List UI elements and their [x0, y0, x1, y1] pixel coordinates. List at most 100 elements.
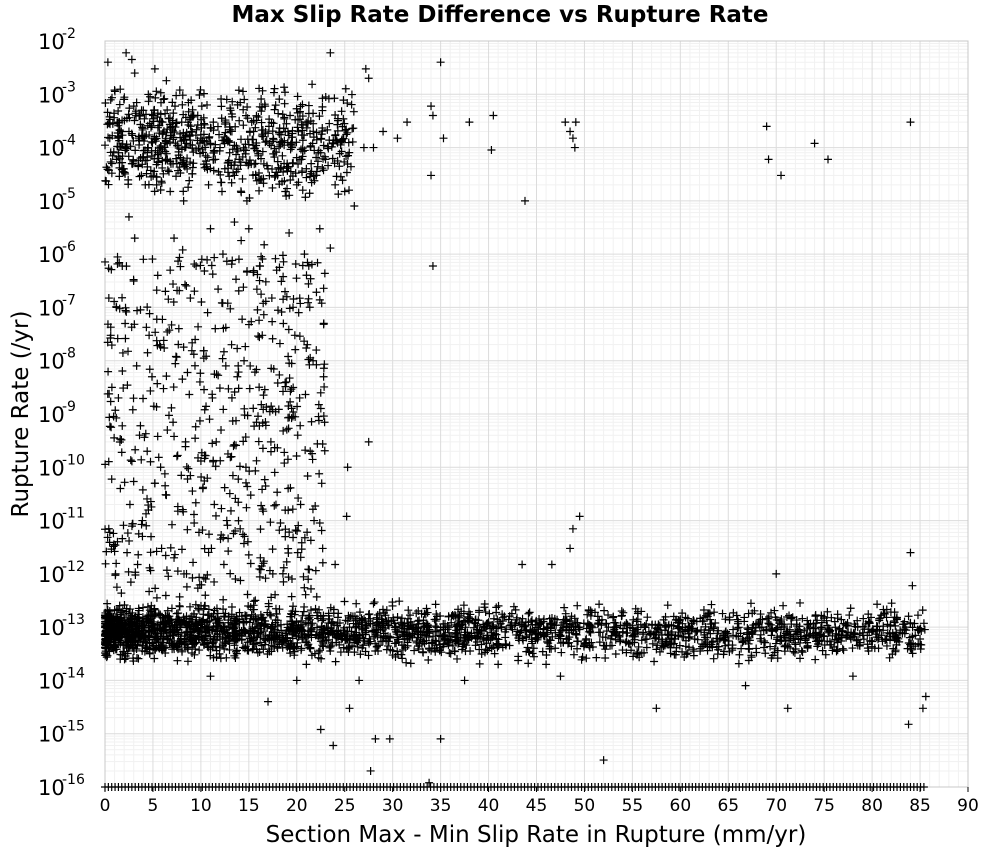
- data-point: [114, 393, 123, 402]
- data-point: [268, 334, 277, 343]
- data-point: [118, 421, 127, 430]
- data-point: [855, 629, 864, 638]
- data-point: [654, 635, 663, 644]
- data-point: [290, 644, 299, 653]
- data-point: [138, 617, 147, 626]
- y-tick-label: 10: [38, 723, 65, 747]
- data-point: [837, 637, 846, 646]
- data-point: [766, 620, 775, 629]
- data-point: [797, 646, 806, 655]
- data-point: [223, 521, 232, 530]
- data-point: [217, 426, 226, 435]
- data-point: [601, 654, 610, 663]
- data-point: [288, 505, 297, 514]
- data-point: [397, 620, 406, 629]
- data-point: [112, 645, 121, 654]
- data-point: [116, 85, 125, 94]
- data-point: [218, 632, 227, 641]
- data-point: [201, 623, 210, 632]
- data-point: [803, 642, 812, 651]
- data-point: [709, 654, 718, 663]
- data-point: [345, 623, 354, 632]
- data-point: [372, 642, 381, 651]
- data-point: [547, 560, 556, 569]
- data-point: [154, 453, 163, 462]
- data-point: [323, 125, 332, 134]
- data-point: [288, 133, 297, 142]
- data-point: [187, 346, 196, 355]
- data-point: [293, 431, 302, 440]
- x-axis-label: Section Max - Min Slip Rate in Rupture (…: [266, 822, 807, 848]
- data-point: [641, 635, 650, 644]
- data-point: [658, 639, 667, 648]
- data-point: [556, 672, 565, 681]
- data-point: [216, 456, 225, 465]
- data-point: [675, 616, 684, 625]
- data-point: [331, 560, 340, 569]
- data-point: [284, 641, 293, 650]
- data-point: [173, 656, 182, 665]
- data-point: [312, 288, 321, 297]
- data-point: [837, 615, 846, 624]
- data-point: [756, 615, 765, 624]
- data-point: [369, 632, 378, 641]
- data-point: [105, 422, 114, 431]
- data-point: [919, 619, 928, 628]
- data-point: [175, 592, 184, 601]
- data-point: [246, 491, 255, 500]
- data-point: [201, 575, 210, 584]
- data-point: [593, 612, 602, 621]
- data-point: [138, 516, 147, 525]
- data-point: [103, 599, 112, 608]
- data-point: [311, 604, 320, 613]
- data-point: [298, 136, 307, 145]
- data-point: [846, 632, 855, 641]
- data-point: [183, 368, 192, 377]
- x-tick-label: 0: [100, 796, 111, 816]
- data-point: [713, 650, 722, 659]
- data-point: [244, 224, 253, 233]
- data-point: [127, 55, 136, 64]
- data-point: [230, 218, 239, 227]
- y-tick-label: 10: [38, 350, 65, 374]
- data-point: [518, 560, 527, 569]
- data-point: [182, 281, 191, 290]
- data-point: [259, 310, 268, 319]
- data-point: [149, 626, 158, 635]
- data-point: [115, 622, 124, 631]
- data-point: [759, 626, 768, 635]
- data-point: [271, 500, 280, 509]
- data-point: [529, 652, 538, 661]
- x-tick-label: 75: [813, 796, 835, 816]
- data-point: [163, 426, 172, 435]
- data-point: [902, 626, 911, 635]
- data-point: [290, 651, 299, 660]
- x-tick-label: 60: [670, 796, 692, 816]
- data-point: [212, 437, 221, 446]
- data-point: [460, 676, 469, 685]
- data-point: [261, 616, 270, 625]
- data-point: [203, 308, 212, 317]
- data-point: [284, 325, 293, 334]
- data-point: [428, 111, 437, 120]
- data-point: [477, 650, 486, 659]
- data-point: [431, 600, 440, 609]
- data-point: [566, 544, 575, 553]
- data-point: [317, 526, 326, 535]
- data-point: [568, 134, 577, 143]
- data-point: [427, 171, 436, 180]
- data-point: [404, 614, 413, 623]
- data-point: [255, 276, 264, 285]
- data-point: [543, 637, 552, 646]
- data-point: [709, 624, 718, 633]
- data-point: [353, 638, 362, 647]
- data-point: [294, 308, 303, 317]
- data-point: [874, 633, 883, 642]
- y-tick-exponent: -5: [62, 186, 76, 202]
- data-point: [892, 615, 901, 624]
- data-point: [246, 603, 255, 612]
- data-point: [312, 153, 321, 162]
- data-point: [281, 88, 290, 97]
- data-point: [169, 418, 178, 427]
- data-point: [488, 620, 497, 629]
